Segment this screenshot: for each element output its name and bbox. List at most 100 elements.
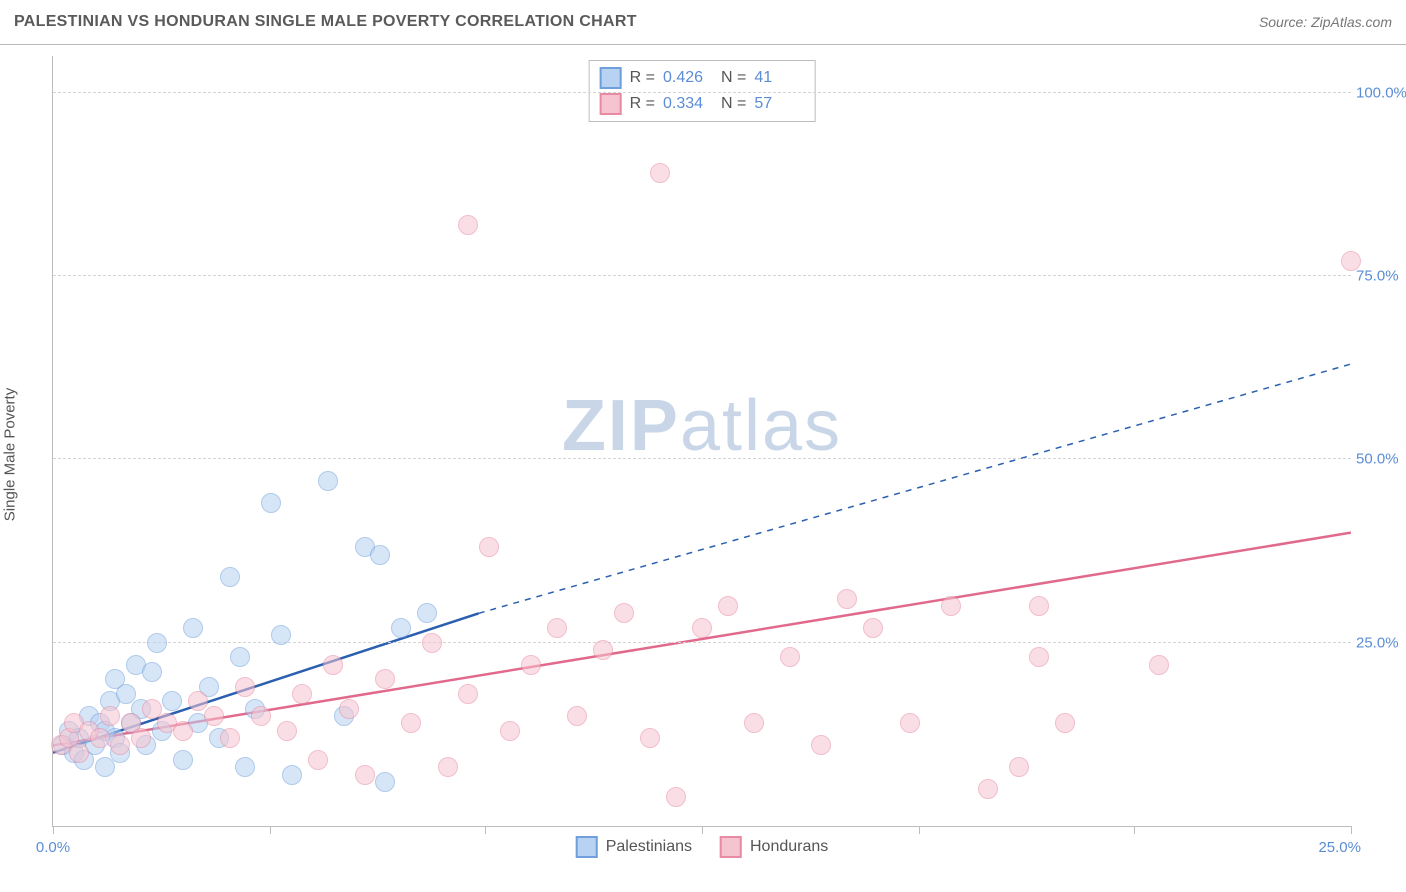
watermark: ZIPatlas (562, 385, 842, 467)
stats-row-hondurans: R = 0.334 N = 57 (600, 91, 805, 117)
data-point (162, 691, 182, 711)
data-point (220, 567, 240, 587)
gridline (53, 275, 1351, 276)
data-point (173, 721, 193, 741)
data-point (230, 647, 250, 667)
data-point (458, 684, 478, 704)
data-point (142, 699, 162, 719)
r-value-hondurans: 0.334 (663, 95, 713, 113)
swatch-hondurans (600, 93, 622, 115)
gridline (53, 458, 1351, 459)
x-tick (270, 826, 271, 834)
chart-title: PALESTINIAN VS HONDURAN SINGLE MALE POVE… (14, 13, 637, 31)
data-point (188, 691, 208, 711)
legend-swatch-hondurans (720, 836, 742, 858)
data-point (131, 728, 151, 748)
n-label: N = (721, 95, 746, 113)
data-point (391, 618, 411, 638)
legend-item-palestinians: Palestinians (576, 836, 692, 858)
data-point (900, 713, 920, 733)
data-point (277, 721, 297, 741)
data-point (666, 787, 686, 807)
x-tick-label: 0.0% (36, 839, 70, 856)
data-point (110, 735, 130, 755)
legend-label-palestinians: Palestinians (606, 838, 692, 856)
r-label: R = (630, 95, 655, 113)
data-point (744, 713, 764, 733)
watermark-zip: ZIP (562, 386, 680, 466)
data-point (614, 603, 634, 623)
data-point (479, 537, 499, 557)
swatch-palestinians (600, 67, 622, 89)
data-point (1029, 647, 1049, 667)
data-point (780, 647, 800, 667)
data-point (69, 743, 89, 763)
x-tick (1134, 826, 1135, 834)
legend-item-hondurans: Hondurans (720, 836, 828, 858)
x-tick (919, 826, 920, 834)
data-point (375, 669, 395, 689)
data-point (458, 215, 478, 235)
x-tick (53, 826, 54, 834)
data-point (1029, 596, 1049, 616)
data-point (323, 655, 343, 675)
x-tick-label: 25.0% (1318, 839, 1361, 856)
data-point (811, 735, 831, 755)
legend-swatch-palestinians (576, 836, 598, 858)
r-label: R = (630, 69, 655, 87)
data-point (718, 596, 738, 616)
data-point (95, 757, 115, 777)
watermark-atlas: atlas (680, 386, 842, 466)
data-point (401, 713, 421, 733)
n-value-hondurans: 57 (754, 95, 804, 113)
y-axis-label: Single Male Poverty (2, 388, 19, 521)
data-point (547, 618, 567, 638)
data-point (650, 163, 670, 183)
n-value-palestinians: 41 (754, 69, 804, 87)
data-point (261, 493, 281, 513)
source-prefix: Source: (1259, 14, 1311, 30)
data-point (1009, 757, 1029, 777)
data-point (941, 596, 961, 616)
data-point (1149, 655, 1169, 675)
legend-label-hondurans: Hondurans (750, 838, 828, 856)
data-point (116, 684, 136, 704)
y-tick-label: 75.0% (1356, 268, 1406, 285)
data-point (422, 633, 442, 653)
data-point (204, 706, 224, 726)
y-tick-label: 50.0% (1356, 451, 1406, 468)
data-point (567, 706, 587, 726)
data-point (640, 728, 660, 748)
data-point (692, 618, 712, 638)
series-legend: Palestinians Hondurans (576, 836, 829, 858)
data-point (438, 757, 458, 777)
data-point (292, 684, 312, 704)
data-point (1055, 713, 1075, 733)
data-point (370, 545, 390, 565)
data-point (147, 633, 167, 653)
data-point (282, 765, 302, 785)
data-point (593, 640, 613, 660)
data-point (251, 706, 271, 726)
data-point (863, 618, 883, 638)
data-point (183, 618, 203, 638)
data-point (142, 662, 162, 682)
data-point (173, 750, 193, 770)
gridline (53, 92, 1351, 93)
scatter-plot-area: ZIPatlas R = 0.426 N = 41 R = 0.334 N = … (52, 56, 1351, 827)
gridline (53, 642, 1351, 643)
n-label: N = (721, 69, 746, 87)
data-point (235, 757, 255, 777)
data-point (318, 471, 338, 491)
stats-row-palestinians: R = 0.426 N = 41 (600, 65, 805, 91)
y-tick-label: 25.0% (1356, 634, 1406, 651)
data-point (978, 779, 998, 799)
data-point (500, 721, 520, 741)
source-name: ZipAtlas.com (1311, 14, 1392, 30)
data-point (375, 772, 395, 792)
data-point (271, 625, 291, 645)
data-point (220, 728, 240, 748)
data-point (837, 589, 857, 609)
data-point (235, 677, 255, 697)
data-point (339, 699, 359, 719)
